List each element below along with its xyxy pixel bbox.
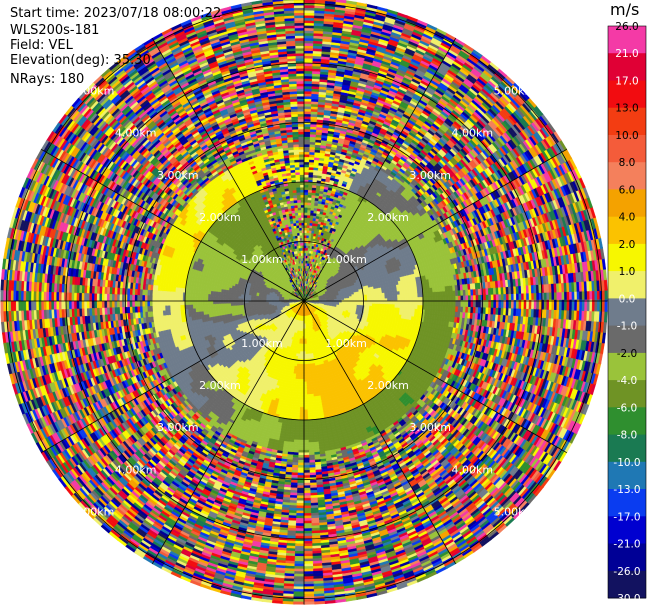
velocity-field	[0, 0, 608, 605]
